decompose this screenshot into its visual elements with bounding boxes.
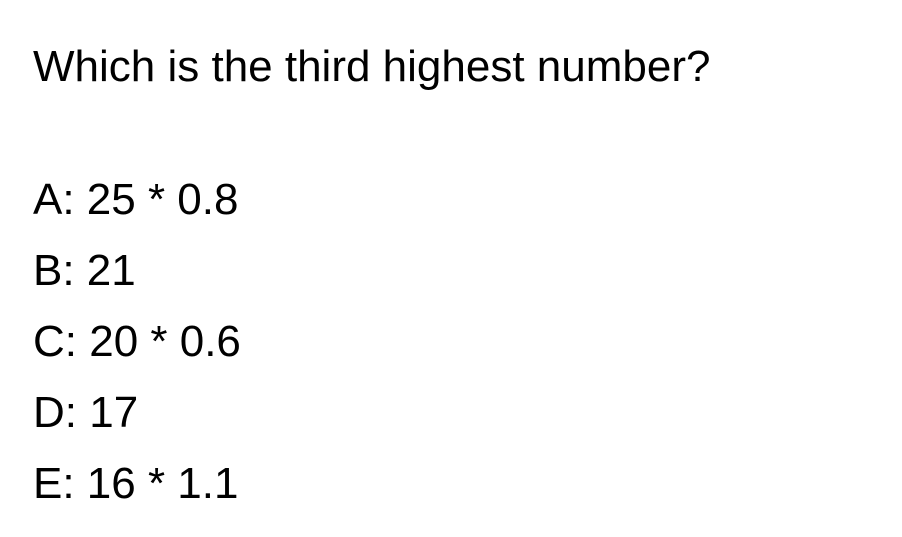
- options-list: A: 25 * 0.8 B: 21 C: 20 * 0.6 D: 17 E: 1…: [33, 164, 241, 519]
- option-b: B: 21: [33, 246, 136, 295]
- option-d: D: 17: [33, 388, 139, 437]
- option-e: E: 16 * 1.1: [33, 459, 239, 508]
- option-c: C: 20 * 0.6: [33, 317, 241, 366]
- option-a: A: 25 * 0.8: [33, 175, 239, 224]
- question-text: Which is the third highest number?: [33, 42, 711, 91]
